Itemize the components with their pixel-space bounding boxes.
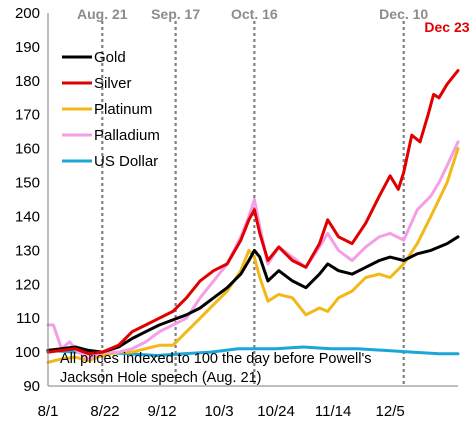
y-tick-label: 110 — [16, 310, 40, 327]
y-tick-label: 120 — [15, 276, 40, 293]
series-line-gold — [46, 235, 460, 354]
y-tick-label: 160 — [15, 141, 40, 158]
legend-label-silver: Silver — [94, 75, 132, 92]
series-lines — [46, 69, 460, 364]
x-tick-label: 9/12 — [147, 403, 176, 420]
event-label-oct-16: Oct. 16 — [231, 6, 278, 22]
y-tick-label: 150 — [15, 175, 40, 192]
event-label-dec-10: Dec. 10 — [379, 6, 428, 22]
end-date-label: Dec 23 — [424, 19, 469, 35]
y-tick-label: 130 — [15, 242, 40, 259]
x-tick-label: 10/24 — [257, 403, 295, 420]
y-tick-label: 90 — [23, 378, 40, 395]
y-tick-label: 190 — [15, 39, 40, 56]
y-tick-label: 180 — [15, 73, 40, 90]
series-line-platinum — [46, 147, 460, 364]
x-tick-label: 11/14 — [315, 403, 351, 420]
y-tick-label: 200 — [15, 5, 40, 22]
x-tick-label: 8/22 — [90, 403, 119, 420]
legend-label-platinum: Platinum — [94, 101, 152, 118]
event-label-aug-21: Aug. 21 — [77, 6, 128, 22]
event-labels: Aug. 21 Sep. 17 Oct. 16 Dec. 10 — [77, 6, 428, 22]
legend-label-gold: Gold — [94, 49, 126, 66]
x-tick-label: 12/5 — [376, 403, 405, 420]
note-line-1: All prices indexed to 100 the day before… — [60, 351, 371, 367]
chart-note: All prices indexed to 100 the day before… — [60, 351, 371, 386]
series-line-silver — [46, 69, 460, 356]
legend: Gold Silver Platinum Palladium US Dollar — [62, 49, 160, 170]
x-tick-label: 10/3 — [204, 403, 233, 420]
y-tick-label: 100 — [15, 344, 40, 361]
legend-label-palladium: Palladium — [94, 127, 160, 144]
note-line-2: Jackson Hole speech (Aug. 21) — [60, 370, 262, 386]
legend-label-us-dollar: US Dollar — [94, 153, 158, 170]
x-tick-labels: 8/1 8/22 9/12 10/3 10/24 11/14 12/5 — [38, 403, 405, 420]
y-tick-labels: 90 100 110 120 130 140 150 160 170 180 190 200 — [15, 5, 40, 395]
y-tick-label: 140 — [15, 208, 40, 225]
axes — [47, 13, 458, 387]
event-label-sep-17: Sep. 17 — [151, 6, 200, 22]
x-tick-label: 8/1 — [38, 403, 59, 420]
y-tick-label: 170 — [15, 107, 40, 124]
